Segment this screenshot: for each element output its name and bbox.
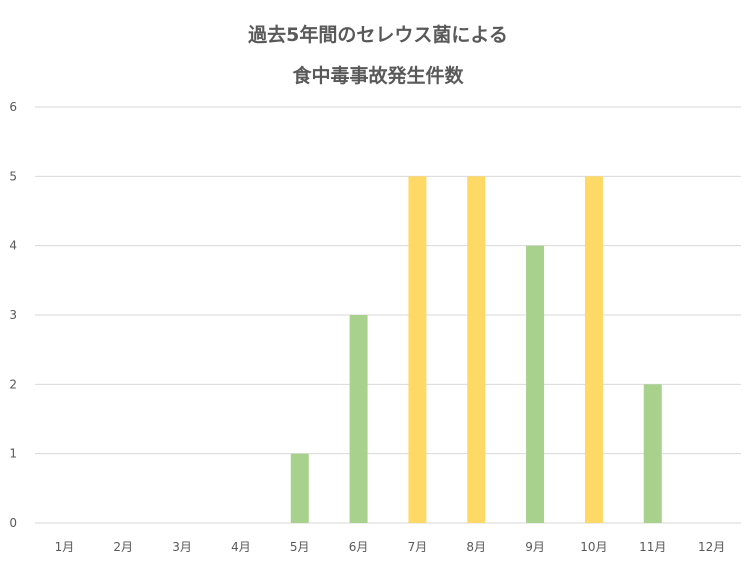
y-tick-label: 3 xyxy=(9,308,17,322)
y-tick-label: 2 xyxy=(9,377,17,391)
x-tick-label: 2月 xyxy=(113,540,133,554)
y-tick-label: 4 xyxy=(9,239,17,253)
chart-title-line-2: 食中毒事故発生件数 xyxy=(292,65,464,87)
x-tick-label: 12月 xyxy=(698,540,725,554)
bar-8 xyxy=(467,176,486,524)
chart-title-line-1: 過去5年間のセレウス菌による xyxy=(248,24,508,46)
x-tick-label: 1月 xyxy=(55,540,75,554)
y-tick-label: 0 xyxy=(9,516,17,530)
bar-10 xyxy=(584,176,603,524)
y-tick-label: 5 xyxy=(9,169,17,183)
x-tick-label: 10月 xyxy=(580,540,607,554)
x-tick-label: 4月 xyxy=(231,540,251,554)
x-tick-label: 8月 xyxy=(466,540,486,554)
bar-6 xyxy=(349,315,368,523)
x-tick-label: 5月 xyxy=(290,540,310,554)
x-tick-label: 9月 xyxy=(525,540,545,554)
x-tick-label: 3月 xyxy=(172,540,192,554)
x-tick-label: 7月 xyxy=(408,540,428,554)
bar-9 xyxy=(526,245,545,523)
y-tick-label: 1 xyxy=(9,447,17,461)
bar-5 xyxy=(290,453,309,523)
x-tick-label: 6月 xyxy=(349,540,369,554)
bar-11 xyxy=(643,384,662,523)
chart-title: 過去5年間のセレウス菌による 食中毒事故発生件数 xyxy=(0,0,756,96)
y-tick-label: 6 xyxy=(9,100,17,114)
x-tick-label: 11月 xyxy=(639,540,666,554)
bar-7 xyxy=(408,176,427,524)
